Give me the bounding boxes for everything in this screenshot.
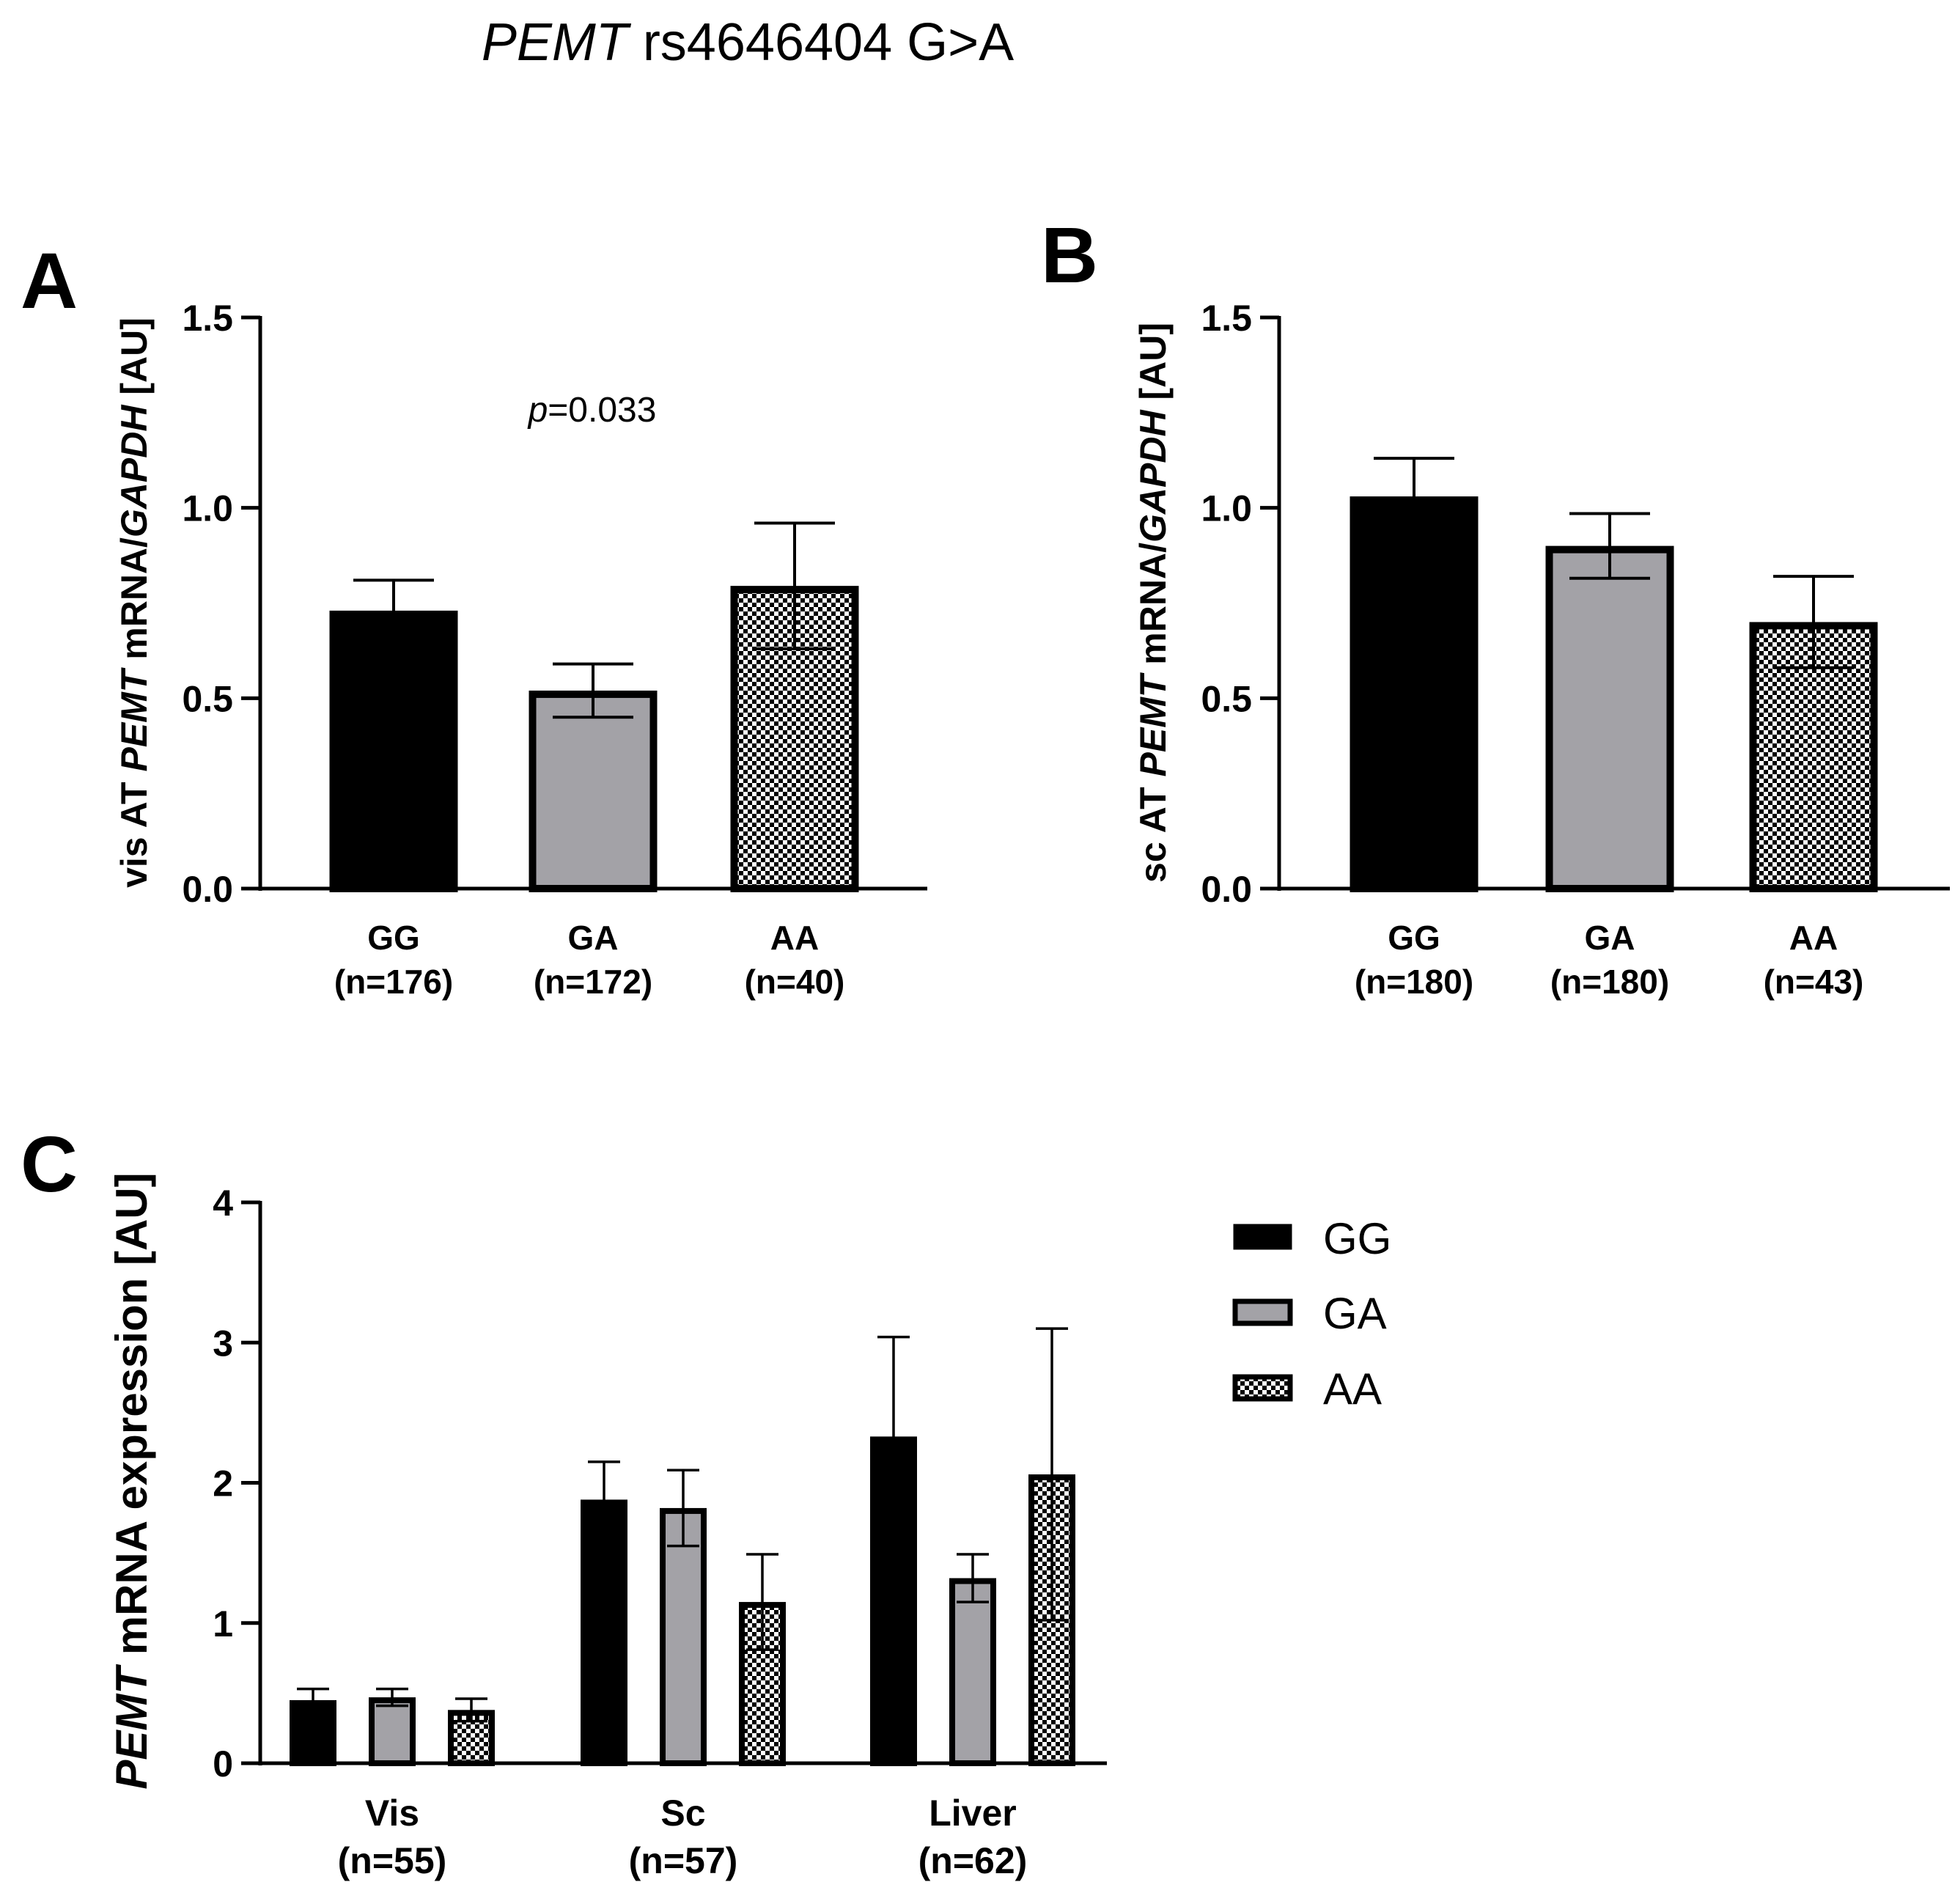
x-tick-label-n: (n=180) — [1355, 963, 1473, 1001]
figure-title-rest: rs4646404 G>A — [628, 13, 1014, 72]
y-tick-label: 1 — [213, 1603, 233, 1644]
p-value-symbol: p — [527, 391, 548, 430]
bar-ga-sc — [660, 1507, 707, 1767]
y-axis-label-part: GAPDH — [1133, 410, 1174, 543]
legend-swatch-aa — [1232, 1374, 1293, 1402]
y-tick-label: 1.5 — [1201, 298, 1252, 339]
x-tick-label-n: (n=43) — [1764, 963, 1864, 1001]
panel-letter-a: A — [21, 236, 78, 325]
legend-label-gg: GG — [1323, 1214, 1391, 1263]
y-axis-label-part: vis AT — [114, 772, 155, 888]
x-tick-label-genotype: AA — [1789, 919, 1838, 957]
figure-title: PEMT rs4646404 G>A — [482, 13, 1014, 72]
figure-title-gene: PEMT — [482, 13, 632, 72]
legend-swatch-ga — [1232, 1298, 1293, 1326]
y-axis-label: sc AT PEMT mRNA/GAPDH [AU] — [1133, 323, 1174, 883]
bar-gg-sc — [581, 1499, 627, 1766]
y-axis-label-part: mRNA/ — [114, 537, 155, 670]
y-axis-label: vis AT PEMT mRNA/GAPDH [AU] — [114, 317, 155, 888]
panel-letter-b: B — [1041, 210, 1098, 299]
y-axis-label: PEMT mRNA expression [AU] — [107, 1172, 156, 1789]
y-axis-label-part: PEMT — [1133, 672, 1174, 776]
p-value-number: =0.033 — [548, 391, 656, 430]
y-axis-label-part: sc AT — [1133, 777, 1174, 883]
y-axis-label-part: mRNA expression [AU] — [107, 1172, 156, 1667]
x-tick-label-n: (n=172) — [534, 963, 652, 1001]
y-tick-label: 0.0 — [182, 869, 233, 910]
y-tick-label: 1.0 — [182, 488, 233, 529]
x-tick-label-genotype: AA — [770, 919, 819, 957]
y-tick-label: 4 — [213, 1183, 233, 1224]
bar-aa — [1749, 622, 1878, 892]
y-axis-label-part: [AU] — [1133, 323, 1174, 410]
y-tick-label: 0.5 — [182, 678, 233, 719]
legend-label-aa: AA — [1323, 1364, 1382, 1414]
x-tick-label-group: Sc — [660, 1793, 705, 1834]
y-tick-label: 0 — [213, 1743, 233, 1784]
y-axis-label-part: mRNA/ — [1133, 543, 1174, 675]
p-value-annotation: p=0.033 — [527, 391, 657, 430]
y-tick-label: 0.0 — [1201, 869, 1252, 910]
y-tick-label: 3 — [213, 1323, 233, 1364]
y-tick-label: 0.5 — [1201, 678, 1252, 719]
y-axis-label-part: [AU] — [114, 317, 155, 405]
bar-ga-liver — [949, 1578, 996, 1767]
x-tick-label-genotype: GG — [1388, 919, 1440, 957]
chart-panel-b: 0.0 0.5 1.0 1.5 sc AT PEMT mRNA/GAPDH [AU] GG… — [1133, 298, 1950, 1001]
y-axis-label-part: PEMT — [107, 1664, 156, 1790]
y-axis-label-part: PEMT — [114, 666, 155, 771]
y-tick-label: 1.0 — [1201, 488, 1252, 529]
x-tick-label-genotype: GA — [568, 919, 619, 957]
bar-gg — [1350, 496, 1479, 892]
x-tick-label-n: (n=40) — [745, 963, 845, 1001]
bar-ga-vis — [369, 1697, 416, 1767]
y-tick-label: 2 — [213, 1463, 233, 1504]
x-tick-label-n: (n=180) — [1550, 963, 1669, 1001]
chart-panel-c: 0 1 2 3 4 PEMT mRNA expression [AU] Vis (n=55) S… — [107, 1172, 1107, 1881]
panel-letter-c: C — [21, 1120, 78, 1208]
legend-swatch-gg — [1233, 1224, 1292, 1250]
bar-ga — [529, 690, 658, 892]
bar-ga — [1545, 545, 1674, 892]
legend: GG GA AA — [1232, 1214, 1391, 1414]
x-tick-label-group: Liver — [929, 1793, 1017, 1834]
x-tick-label-group: Vis — [365, 1793, 419, 1834]
y-axis-label-part: GAPDH — [114, 405, 155, 537]
x-tick-label-genotype: GG — [367, 919, 420, 957]
y-tick-label: 1.5 — [182, 298, 233, 339]
x-tick-label-n: (n=57) — [629, 1840, 738, 1881]
x-tick-label-n: (n=176) — [334, 963, 453, 1001]
x-tick-label-genotype: GA — [1585, 919, 1635, 957]
x-tick-label-n: (n=55) — [338, 1840, 447, 1881]
x-tick-label-n: (n=62) — [918, 1840, 1028, 1881]
legend-label-ga: GA — [1323, 1289, 1387, 1338]
bar-gg — [329, 610, 458, 892]
